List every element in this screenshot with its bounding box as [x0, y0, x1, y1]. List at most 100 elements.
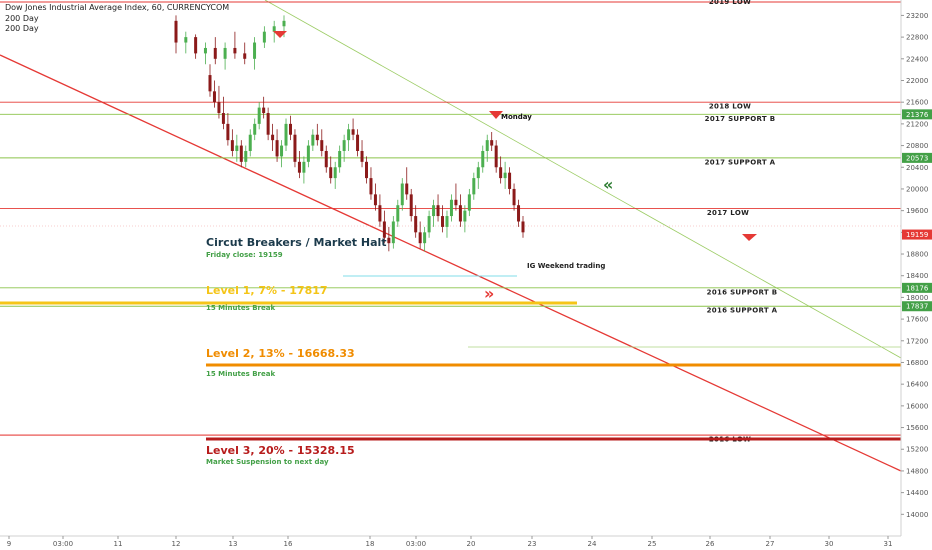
candle-body [494, 145, 498, 168]
price-axis[interactable]: 14000 14400 14800 15200 15600 16000 16400 16800… [900, 0, 932, 536]
price-tick-label: 23200 [906, 12, 928, 20]
price-tick-label: 18400 [906, 272, 928, 280]
candle-body [275, 140, 279, 157]
price-tick-label: 20000 [906, 185, 928, 193]
sell-arrow-marker [273, 31, 287, 38]
candle-body [223, 47, 227, 59]
level-label: 2016 SUPPORT A [707, 307, 778, 315]
level-label: 2016 SUPPORT B [707, 288, 778, 296]
green-trendline [264, 0, 902, 359]
price-tick-label: 15600 [906, 424, 928, 432]
price-tick-label: 19600 [906, 207, 928, 215]
time-tick-label: 30 [825, 540, 834, 548]
time-tick-label: 25 [648, 540, 657, 548]
candle-body [230, 140, 234, 151]
candle-body [338, 150, 342, 168]
right-chevron-icon: » [484, 284, 494, 303]
time-tick-label: 03:00 [406, 540, 426, 548]
candle-body [369, 178, 373, 195]
candle-body [432, 205, 436, 217]
time-tick-label: 16 [284, 540, 293, 548]
price-tick-label: 18000 [906, 294, 928, 302]
price-tick-label: 20800 [906, 142, 928, 150]
circuit-breaker-levels: Circut Breakers / Market Halt Friday clos… [0, 236, 901, 466]
price-tick-label: 20400 [906, 164, 928, 172]
candle-body [373, 194, 377, 206]
candle-body [436, 205, 440, 217]
candle-body [400, 183, 404, 206]
candle-body [324, 150, 328, 168]
candle-body [293, 134, 297, 162]
candle-body [253, 42, 257, 59]
ma-legend-2: 200 Day [5, 24, 39, 33]
candle-body [333, 167, 337, 179]
sell-arrow-marker [489, 111, 503, 119]
price-tag [902, 301, 932, 312]
candle-body [476, 167, 480, 179]
price-tick-label: 18800 [906, 251, 928, 259]
candle-body [284, 123, 288, 146]
candle-body [174, 20, 178, 43]
candle-body [423, 232, 427, 244]
time-axis[interactable]: 9 03:00 11 12 13 16 18 03:00 20 23 24 25 26 27 30 31 [0, 535, 901, 548]
ma-legend-1: 200 Day [5, 13, 39, 23]
horizontal-levels: 2019 LOW 2018 LOW 2017 SUPPORT B 2017 SUPPO… [0, 0, 901, 444]
candle-body [472, 178, 476, 195]
candle-body [508, 172, 512, 189]
chart-legend: Dow Jones Industrial Average Index, 60, … [5, 3, 229, 35]
candle-body [503, 172, 507, 179]
price-tick-label: 21600 [906, 99, 928, 107]
time-tick-label: 31 [884, 540, 893, 548]
candle-body [454, 199, 458, 206]
time-tick-label: 26 [706, 540, 715, 548]
candle-body [517, 205, 521, 222]
candle-body [356, 134, 360, 151]
candle-body [280, 145, 284, 157]
candle-body [490, 140, 494, 146]
time-tick-label: 13 [229, 540, 238, 548]
circuit-level-label: Level 2, 13% - 16668.33 [206, 347, 355, 360]
circuit-level-label: Level 1, 7% - 17817 [206, 284, 328, 297]
candle-body [226, 123, 230, 141]
candle-body [315, 134, 319, 141]
candle-body [271, 134, 275, 141]
price-tag [902, 109, 932, 120]
price-tick-label: 17200 [906, 337, 928, 345]
candle-body [320, 140, 324, 151]
price-tick-label: 16400 [906, 381, 928, 389]
candle-body [297, 161, 301, 173]
time-tick-label: 12 [172, 540, 181, 548]
candle-body [521, 221, 525, 233]
candle-body [512, 188, 516, 206]
candle-body [184, 37, 188, 43]
time-tick-label: 23 [528, 540, 537, 548]
price-tag-label: 19159 [906, 231, 928, 239]
price-tag-label: 20573 [906, 154, 928, 162]
candle-body [387, 237, 391, 244]
price-tick-label: 17600 [906, 316, 928, 324]
candle-body [463, 210, 467, 222]
candle-body [306, 145, 310, 162]
price-tag [902, 152, 932, 163]
price-tick-label: 15200 [906, 446, 928, 454]
circuit-level-note: Market Suspension to next day [206, 458, 329, 466]
time-tick-label: 20 [467, 540, 476, 548]
candle-body [414, 216, 418, 233]
candle-body [235, 145, 239, 151]
candle-body [445, 216, 449, 227]
candle-body [239, 145, 243, 162]
time-tick-label: 24 [588, 540, 597, 548]
candle-body [467, 194, 471, 211]
price-tag-label: 17837 [906, 303, 928, 311]
time-tick-label: 18 [366, 540, 375, 548]
candlestick-series [174, 15, 525, 252]
price-tick-label: 21200 [906, 120, 928, 128]
time-tick-label: 9 [7, 540, 11, 548]
level-label: 2018 LOW [709, 103, 751, 111]
level-label: 2019 LOW [709, 0, 751, 6]
level-label: 2017 LOW [707, 209, 749, 217]
candle-body [266, 113, 270, 135]
level-label: 2017 SUPPORT A [705, 158, 776, 166]
circuit-level-note: 15 Minutes Break [206, 370, 275, 378]
